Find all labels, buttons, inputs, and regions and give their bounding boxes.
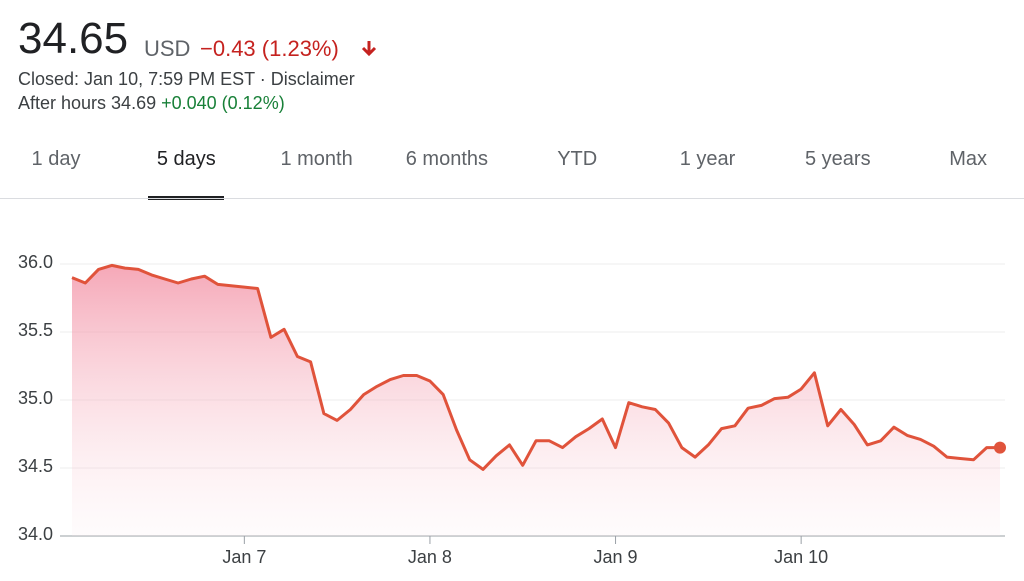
x-tick-label: Jan 8 xyxy=(408,547,452,567)
after-hours-label: After hours 34.69 xyxy=(18,93,157,113)
status: Closed: Jan 10, 7:59 PM EST · Disclaimer xyxy=(18,69,355,89)
separator xyxy=(0,198,1024,199)
y-tick-label: 34.0 xyxy=(18,524,53,544)
line xyxy=(71,263,1000,471)
tab[interactable]: Max xyxy=(949,148,987,170)
down-arrow xyxy=(361,41,377,57)
tab[interactable]: 5 years xyxy=(805,148,871,170)
area xyxy=(72,265,1000,536)
after-hours-change: +0.040 (0.12%) xyxy=(161,93,285,113)
x-tick-label: Jan 9 xyxy=(594,547,638,567)
y-tick-label: 35.5 xyxy=(18,320,53,340)
tab[interactable]: 6 months xyxy=(405,148,489,170)
change: −0.43 (1.23%) xyxy=(200,36,339,61)
tab[interactable]: 1 month xyxy=(280,148,353,170)
price: 34.65 xyxy=(18,14,129,63)
y-tick-label: 35.0 xyxy=(18,388,53,408)
tab[interactable]: 5 days xyxy=(156,148,216,170)
currency: USD xyxy=(144,36,191,61)
tab[interactable]: 1 year xyxy=(679,148,736,170)
tab[interactable]: 1 day xyxy=(31,148,81,170)
after-hours: After hours 34.69 +0.040 (0.12%) xyxy=(18,93,285,114)
last-point xyxy=(994,441,1006,454)
y-tick-label: 36.0 xyxy=(18,252,53,272)
y-tick-label: 34.5 xyxy=(18,456,53,476)
x-tick-label: Jan 10 xyxy=(774,547,828,567)
tab[interactable]: YTD xyxy=(557,148,598,170)
x-tick-label: Jan 7 xyxy=(222,547,266,567)
